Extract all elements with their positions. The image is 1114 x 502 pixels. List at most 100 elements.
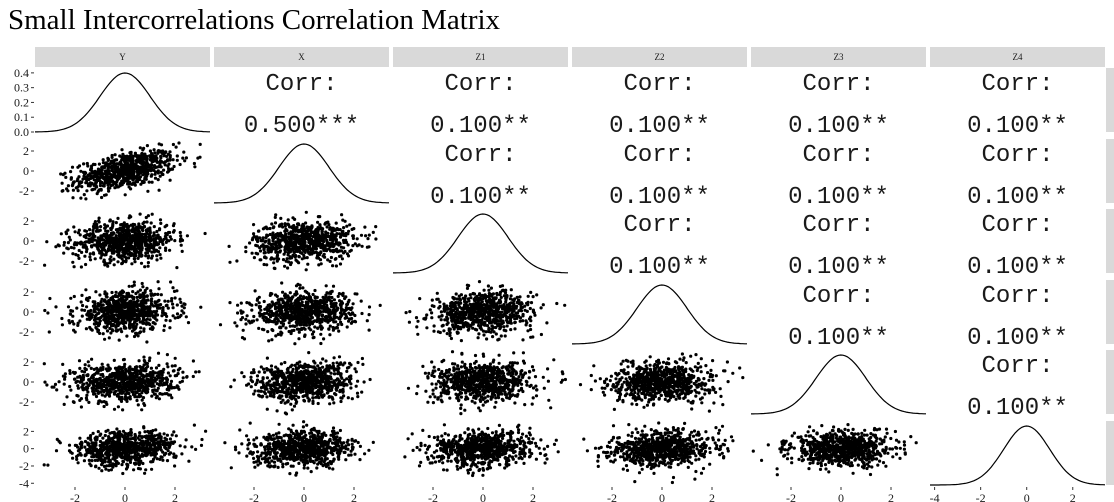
- scatter-point: [293, 309, 298, 313]
- scatter-point: [159, 221, 163, 225]
- scatter-point: [300, 309, 304, 314]
- scatter-point: [125, 291, 129, 296]
- scatter-point: [129, 253, 133, 258]
- strip-y: [35, 47, 210, 67]
- scatter-point: [293, 324, 297, 328]
- scatter-point: [321, 317, 325, 321]
- scatter-point: [88, 252, 92, 256]
- scatter-point: [337, 292, 341, 296]
- scatter-point: [233, 321, 237, 325]
- scatter-point: [462, 316, 467, 320]
- scatter-point: [145, 298, 150, 302]
- row-strip-z2: [1106, 280, 1114, 344]
- scatter-point: [347, 229, 351, 233]
- scatter-point: [363, 225, 367, 229]
- corr-label: Corr:: [265, 71, 337, 98]
- scatter-point: [227, 244, 231, 248]
- scatter-point: [279, 245, 283, 249]
- scatter-point: [305, 225, 309, 229]
- scatter-point: [74, 253, 78, 257]
- scatter-point: [116, 216, 120, 220]
- scatter-point: [268, 226, 272, 231]
- scatter-point: [347, 311, 351, 315]
- scatter-point: [255, 298, 259, 302]
- scatter-point: [130, 311, 134, 315]
- scatter-point: [173, 296, 177, 300]
- scatter-point: [115, 180, 119, 184]
- scatter-point: [80, 314, 84, 318]
- scatter-point: [270, 338, 274, 342]
- scatter-point: [162, 168, 166, 172]
- scatter-point: [288, 255, 292, 259]
- scatter-point: [307, 237, 311, 241]
- scatter-point: [84, 288, 88, 292]
- scatter-point: [132, 334, 137, 339]
- scatter-point: [173, 316, 177, 320]
- scatter-point: [91, 231, 95, 236]
- scatter-point: [509, 319, 513, 323]
- scatter-point: [137, 252, 141, 256]
- scatter-point: [523, 308, 527, 312]
- scatter-point: [137, 246, 141, 250]
- scatter-point: [319, 327, 323, 331]
- scatter-point: [81, 177, 85, 181]
- scatter-point: [531, 308, 536, 312]
- scatter-point: [108, 218, 112, 222]
- scatter-point: [461, 311, 465, 315]
- scatter-point: [287, 296, 291, 300]
- scatter-point: [322, 300, 326, 305]
- scatter-point: [72, 265, 76, 269]
- scatter-point: [164, 248, 168, 252]
- scatter-point: [43, 263, 47, 267]
- scatter-point: [303, 334, 307, 338]
- scatter-point: [315, 303, 319, 307]
- scatter-point: [168, 158, 172, 162]
- scatter-point: [143, 290, 147, 294]
- scatter-point: [94, 180, 98, 184]
- scatter-point: [84, 197, 88, 201]
- scatter-point: [175, 303, 179, 307]
- scatter-point: [297, 327, 301, 331]
- scatter-point: [128, 180, 132, 184]
- scatter-point: [154, 303, 158, 308]
- scatter-point: [149, 292, 153, 296]
- scatter-point: [479, 302, 483, 306]
- scatter-point: [144, 254, 148, 258]
- scatter-point: [112, 257, 116, 261]
- scatter-point: [287, 248, 291, 252]
- scatter-point: [279, 297, 283, 301]
- scatter-point: [286, 300, 290, 304]
- scatter-point: [179, 243, 183, 247]
- scatter-point: [111, 329, 115, 333]
- scatter-point: [135, 174, 139, 178]
- scatter-point: [279, 333, 283, 337]
- scatter-point: [274, 213, 278, 217]
- scatter-point: [341, 218, 345, 222]
- corr-value: 0.100**: [788, 184, 889, 211]
- scatter-point: [477, 293, 481, 297]
- scatter-point: [353, 292, 357, 296]
- scatter-point: [304, 268, 308, 272]
- scatter-point: [178, 162, 182, 167]
- corr-value: 0.100**: [967, 395, 1068, 422]
- scatter-point: [140, 281, 144, 286]
- scatter-point: [241, 310, 245, 314]
- scatter-point: [529, 290, 533, 294]
- scatter-point: [72, 225, 76, 229]
- scatter-point: [156, 351, 161, 355]
- scatter-point: [116, 305, 120, 309]
- scatter-point: [138, 171, 143, 175]
- scatter-point: [255, 318, 259, 322]
- scatter-point: [145, 157, 149, 161]
- scatter-point: [454, 311, 458, 315]
- scatter-point: [110, 317, 114, 321]
- scatter-point: [286, 266, 290, 270]
- scatter-point: [60, 316, 64, 321]
- scatter-point: [283, 250, 287, 254]
- scatter-point: [275, 294, 279, 298]
- scatter-point: [156, 233, 160, 237]
- scatter-point: [467, 315, 471, 319]
- scatter-point: [280, 233, 284, 238]
- scatter-point: [324, 284, 328, 288]
- scatter-point: [68, 321, 72, 325]
